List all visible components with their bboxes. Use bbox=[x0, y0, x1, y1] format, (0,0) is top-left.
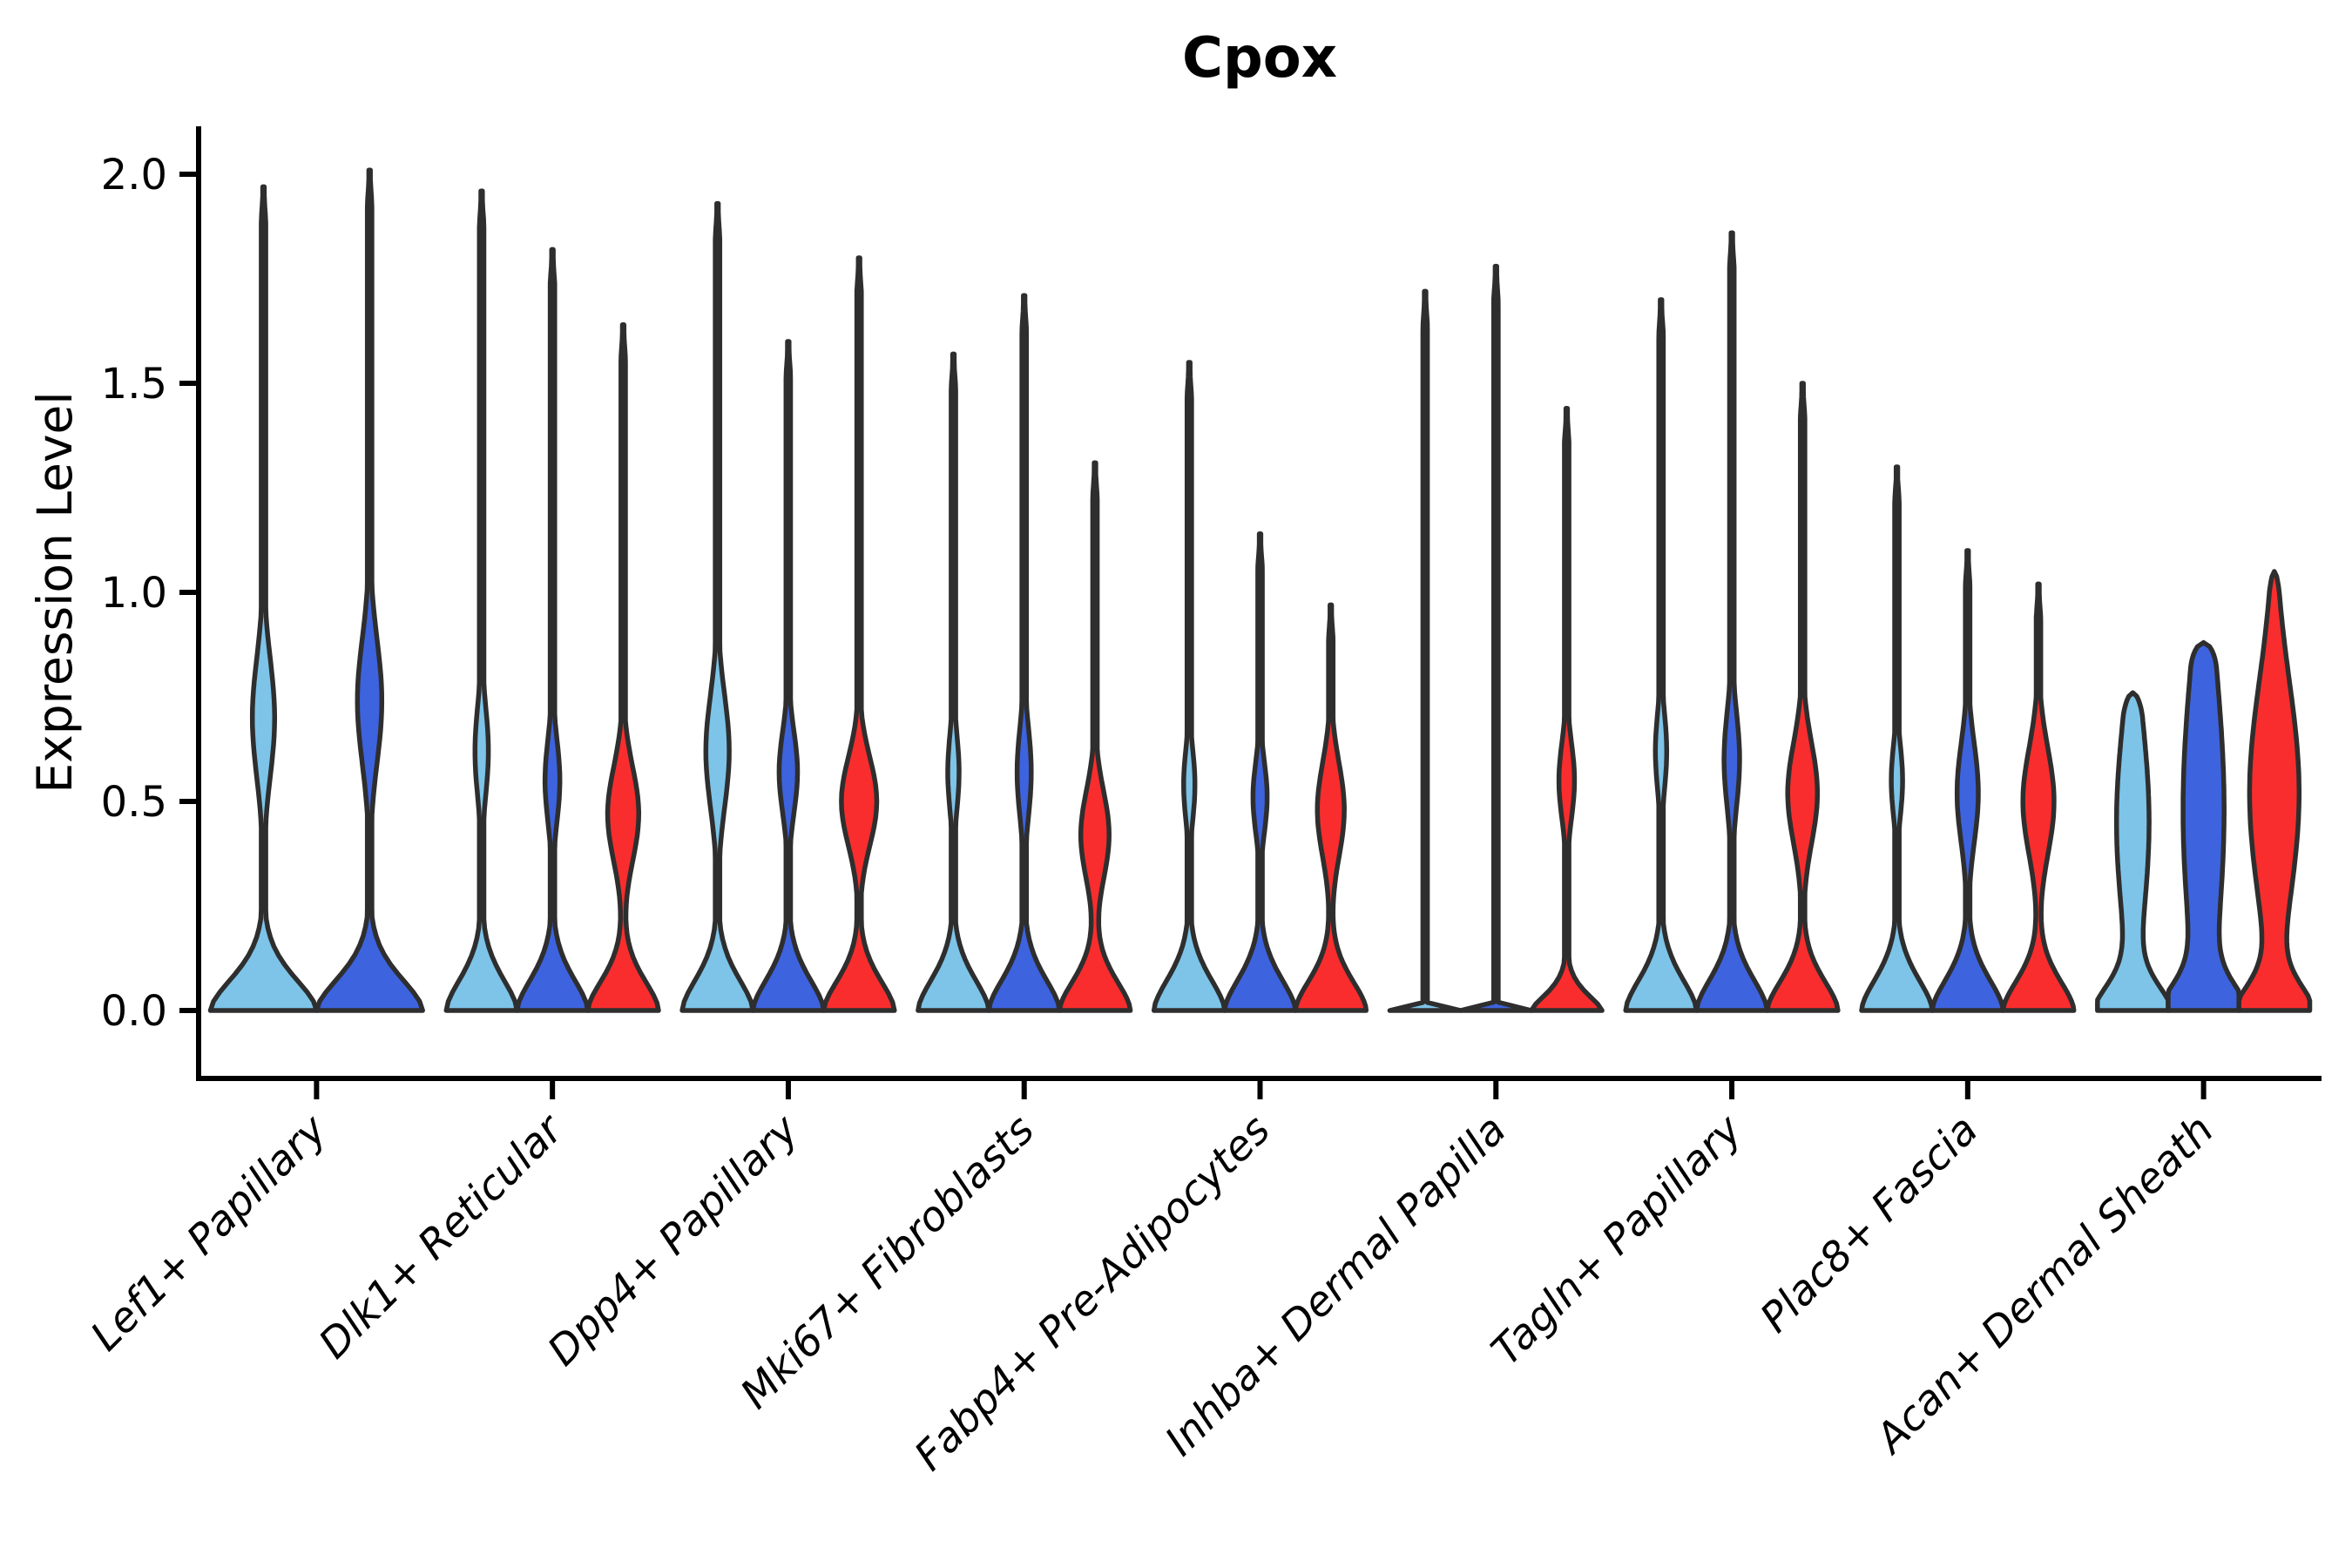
violin-inhba-dermal-papilla-dark_blue bbox=[1457, 263, 1534, 1013]
violin-fabp4-pre-adipocytes-red bbox=[1293, 602, 1369, 1013]
violin-inhba-dermal-papilla-light_blue bbox=[1387, 288, 1463, 1013]
violin-tagln-papillary-red bbox=[1764, 381, 1841, 1013]
violin-plac8-fascia-dark_blue bbox=[1930, 548, 2006, 1013]
violin-dlk1-reticular-dark_blue bbox=[514, 247, 591, 1013]
violin-mki67-fibroblasts-light_blue bbox=[916, 351, 991, 1013]
y-tick-label: 1.0 bbox=[101, 569, 167, 618]
violins-layer bbox=[207, 167, 2313, 1013]
y-tick-label: 0.5 bbox=[101, 778, 167, 827]
violin-dlk1-reticular-red bbox=[585, 322, 661, 1013]
x-axis-label: Lef1+ Papillary bbox=[82, 1105, 337, 1361]
violin-acan-dermal-sheath-red bbox=[2236, 569, 2313, 1013]
x-axis-label: Plac8+ Fascia bbox=[1751, 1106, 1987, 1342]
violin-mki67-fibroblasts-dark_blue bbox=[986, 293, 1063, 1013]
violin-fabp4-pre-adipocytes-dark_blue bbox=[1222, 531, 1298, 1013]
axes-layer bbox=[179, 126, 2322, 1099]
violin-mki67-fibroblasts-red bbox=[1057, 460, 1133, 1013]
violin-tagln-papillary-light_blue bbox=[1623, 297, 1700, 1013]
violin-tagln-papillary-dark_blue bbox=[1693, 230, 1770, 1013]
y-tick-label: 0.0 bbox=[101, 987, 167, 1036]
y-tick-label: 2.0 bbox=[101, 151, 167, 199]
violin-dpp4-papillary-red bbox=[821, 255, 897, 1013]
violin-dpp4-papillary-dark_blue bbox=[750, 339, 827, 1013]
violin-acan-dermal-sheath-light_blue bbox=[2095, 690, 2171, 1013]
violin-dpp4-papillary-light_blue bbox=[679, 200, 756, 1013]
violin-inhba-dermal-papilla-red bbox=[1529, 406, 1605, 1013]
violin-plac8-fascia-light_blue bbox=[1859, 464, 1935, 1013]
x-axis-label: Dlk1+ Reticular bbox=[310, 1105, 574, 1369]
violin-plac8-fascia-red bbox=[2000, 581, 2077, 1013]
violin-fabp4-pre-adipocytes-light_blue bbox=[1151, 360, 1227, 1013]
x-axis-label: Tagln+ Papillary bbox=[1483, 1105, 1753, 1375]
violin-lef1-papillary-dark_blue bbox=[314, 167, 425, 1013]
violin-dlk1-reticular-light_blue bbox=[443, 188, 520, 1013]
y-axis-title: Expression Level bbox=[27, 391, 83, 793]
chart-title: Cpox bbox=[1182, 26, 1337, 91]
violin-lef1-papillary-light_blue bbox=[207, 184, 320, 1013]
violin-acan-dermal-sheath-dark_blue bbox=[2166, 639, 2241, 1013]
y-tick-label: 1.5 bbox=[101, 360, 167, 409]
x-axis-label: Dpp4+ Papillary bbox=[538, 1105, 808, 1375]
